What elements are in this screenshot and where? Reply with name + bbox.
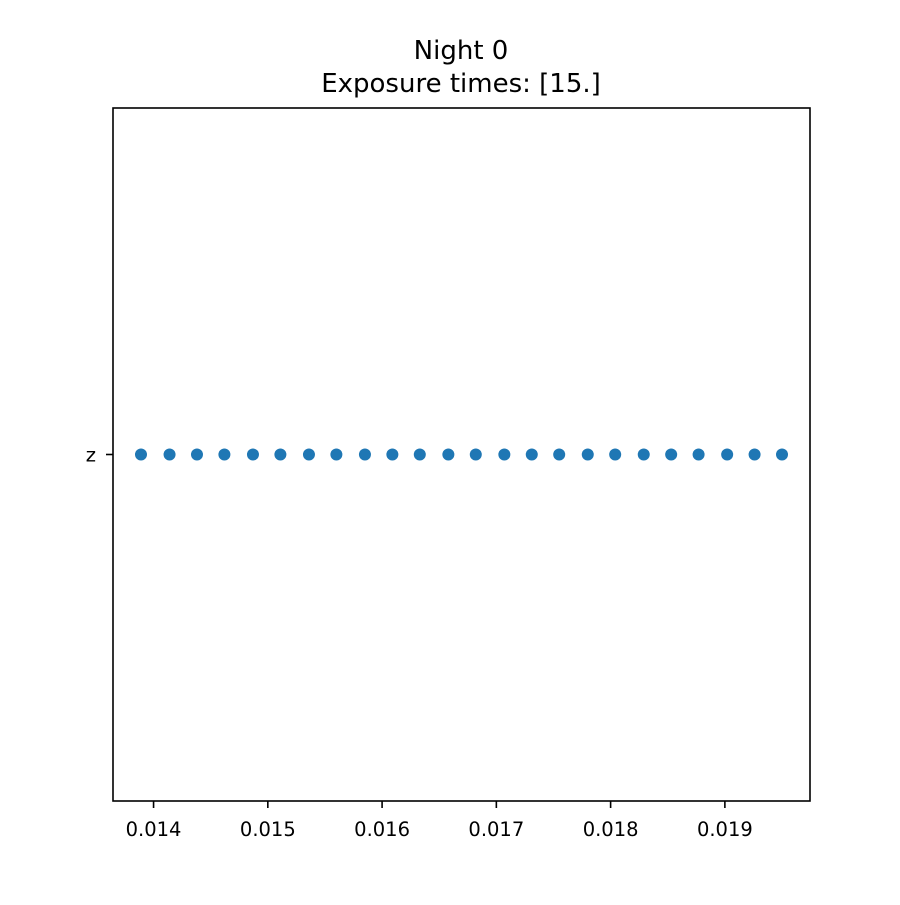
chart-subtitle: Exposure times: [15.] <box>321 69 601 99</box>
data-point <box>748 448 761 461</box>
chart-title: Night 0 <box>414 36 509 66</box>
x-tick-label: 0.018 <box>583 818 639 841</box>
x-tick-label: 0.015 <box>240 818 296 841</box>
data-point <box>274 448 287 461</box>
x-tick-label: 0.019 <box>697 818 753 841</box>
data-point <box>469 448 482 461</box>
data-point <box>330 448 343 461</box>
data-point <box>442 448 455 461</box>
data-point <box>553 448 566 461</box>
y-axis: z <box>86 444 113 467</box>
data-point <box>246 448 259 461</box>
data-point <box>776 448 789 461</box>
data-point <box>637 448 650 461</box>
data-point <box>665 448 678 461</box>
data-point <box>190 448 203 461</box>
data-point <box>386 448 399 461</box>
x-tick-label: 0.017 <box>468 818 524 841</box>
x-tick-label: 0.016 <box>354 818 410 841</box>
data-point <box>413 448 426 461</box>
data-point <box>134 448 147 461</box>
y-tick-label: z <box>86 444 96 467</box>
data-point <box>302 448 315 461</box>
data-point <box>609 448 622 461</box>
data-point <box>163 448 176 461</box>
plot-area <box>112 107 811 802</box>
data-point <box>218 448 231 461</box>
data-point <box>498 448 511 461</box>
x-tick-label: 0.014 <box>126 818 182 841</box>
data-point <box>581 448 594 461</box>
data-point <box>525 448 538 461</box>
data-point <box>358 448 371 461</box>
x-axis: 0.014 0.015 0.016 0.017 0.018 0.019 <box>126 801 753 841</box>
data-points <box>134 448 789 461</box>
data-point <box>721 448 734 461</box>
data-point <box>692 448 705 461</box>
